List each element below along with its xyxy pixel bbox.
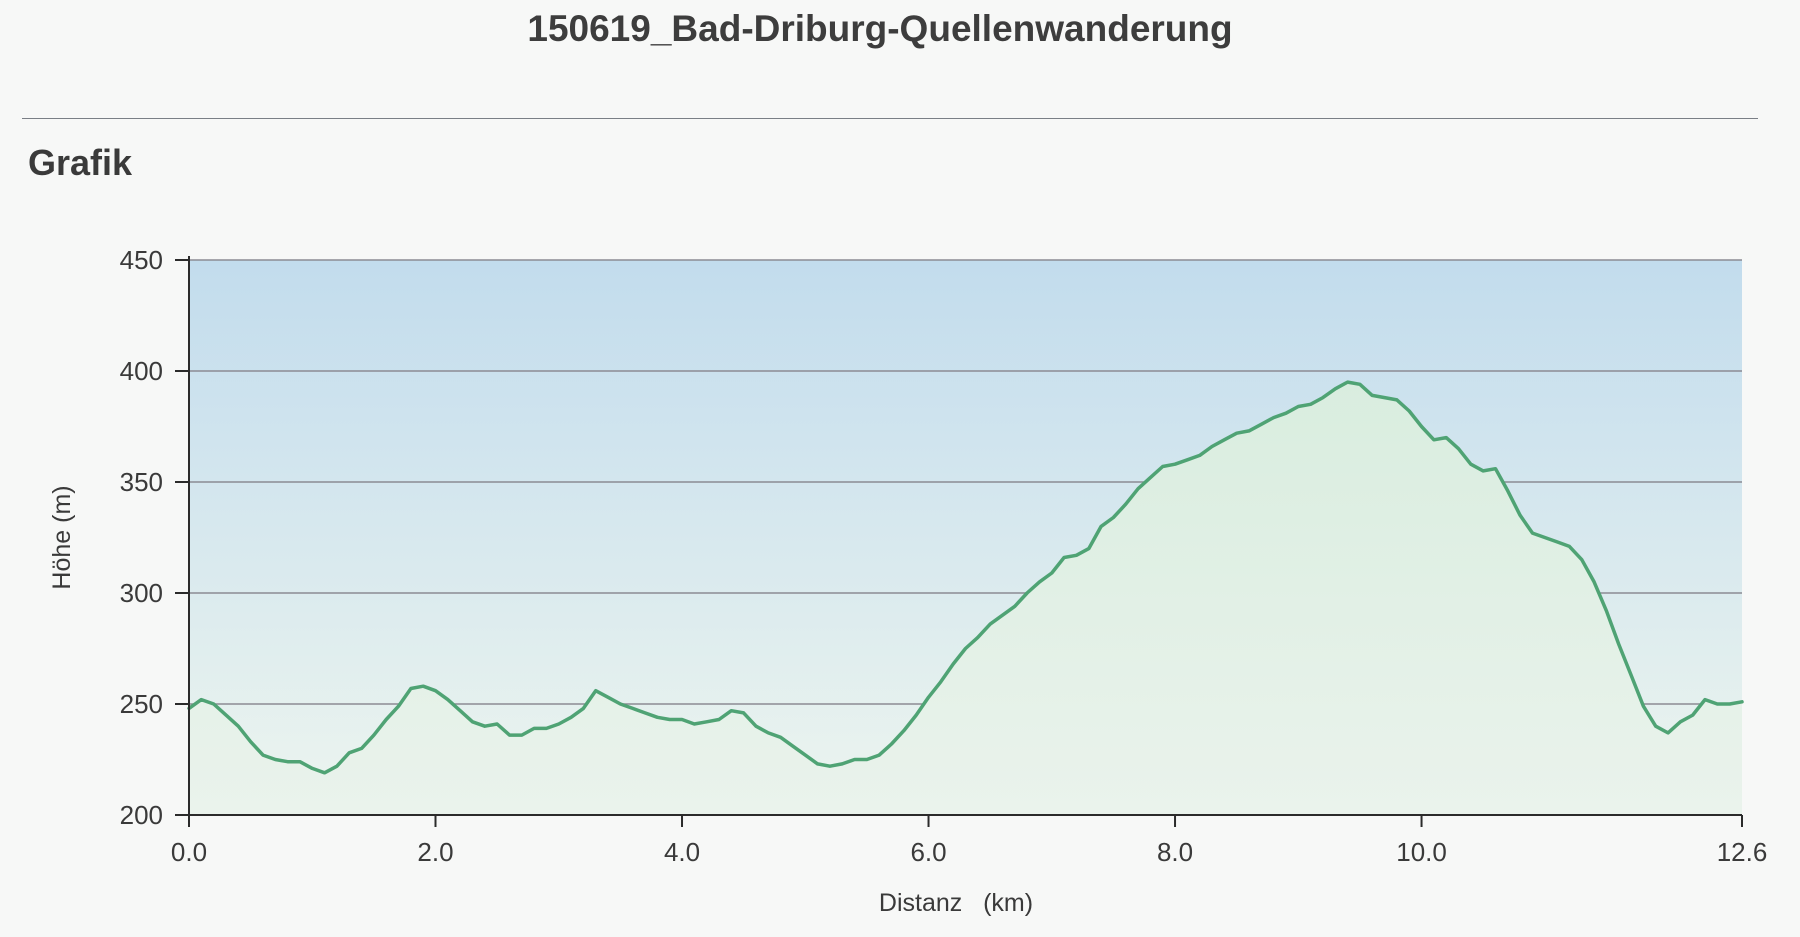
title-divider (22, 118, 1758, 119)
y-tick-label: 250 (120, 689, 163, 719)
y-tick-label: 350 (120, 467, 163, 497)
x-tick-label: 4.0 (664, 837, 700, 867)
x-tick-label: 0.0 (171, 837, 207, 867)
y-axis-title: Höhe (m) (48, 485, 76, 589)
elevation-line (187, 380, 1744, 775)
axes (188, 256, 1742, 816)
y-tick-label: 300 (120, 578, 163, 608)
x-tick-label: 2.0 (417, 837, 453, 867)
x-tick-label: 8.0 (1157, 837, 1193, 867)
y-tick-label: 450 (120, 245, 163, 275)
page-title: 150619_Bad-Driburg-Quellenwanderung (527, 8, 1233, 49)
y-axis-ticks: 200 250 300 350 400 450 (120, 245, 189, 830)
x-tick-label: 12.6 (1717, 837, 1768, 867)
x-tick-label: 10.0 (1396, 837, 1447, 867)
y-tick-label: 400 (120, 356, 163, 386)
elevation-area-fill (189, 382, 1742, 815)
section-heading: Grafik (28, 142, 133, 183)
x-axis-title: Distanz (km) (879, 889, 1033, 917)
x-axis-ticks: 0.0 2.0 4.0 6.0 8.0 10.0 12.6 (171, 815, 1767, 867)
x-tick-label: 6.0 (910, 837, 946, 867)
y-tick-label: 200 (120, 800, 163, 830)
